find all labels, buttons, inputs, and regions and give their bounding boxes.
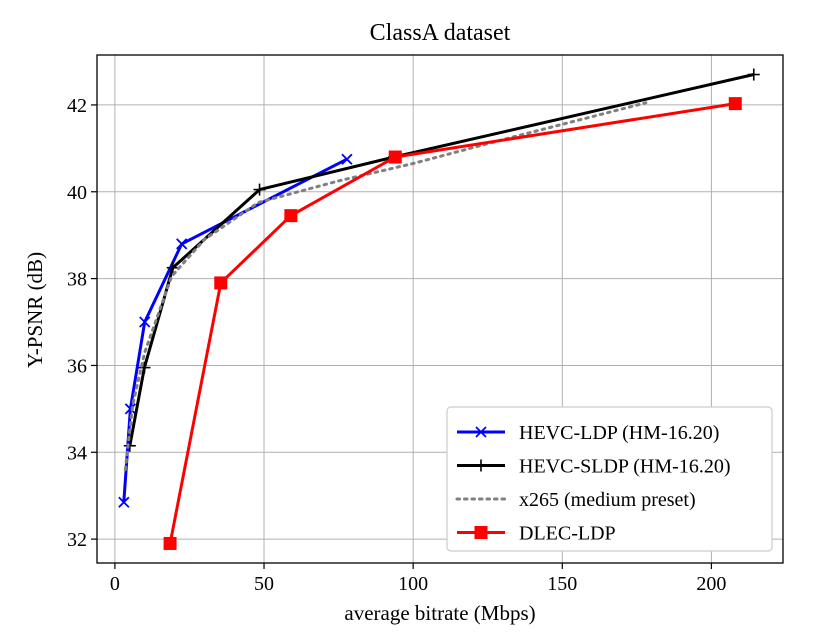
x-marker: [118, 496, 130, 508]
y-tick-label: 42: [67, 95, 87, 117]
square-marker: [474, 526, 488, 539]
plot-series: [118, 68, 760, 550]
series-3: [163, 97, 742, 550]
x-tick-label: 200: [696, 573, 726, 595]
x-axis-label: average bitrate (Mbps): [344, 601, 535, 625]
legend-entry: DLEC-LDP: [457, 523, 616, 545]
legend-entry: HEVC-LDP (HM-16.20): [457, 422, 719, 444]
y-tick-label: 38: [67, 269, 87, 291]
y-tick-label: 32: [67, 529, 87, 551]
plus-marker: [138, 361, 151, 374]
series-line: [123, 101, 648, 472]
legend-label: DLEC-LDP: [519, 523, 616, 545]
y-tick-label: 40: [67, 182, 87, 204]
x-marker: [176, 238, 188, 250]
square-marker: [284, 209, 298, 223]
plot-frame: [96, 54, 784, 564]
chart-title: ClassA dataset: [370, 20, 511, 46]
legend-entry: x265 (medium preset): [455, 489, 696, 511]
x-tick-label: 50: [254, 573, 274, 595]
plus-marker: [747, 68, 760, 81]
legend-label: x265 (medium preset): [519, 489, 696, 511]
x-tick-label: 150: [547, 573, 577, 595]
plus-marker: [475, 459, 487, 472]
legend-label: HEVC-SLDP (HM-16.20): [519, 456, 730, 478]
y-tick-label: 36: [67, 355, 87, 377]
x-tick-label: 100: [398, 573, 428, 595]
series-2: [123, 101, 648, 472]
axis-ticks: 0 50 100 150 200 32 34 36 38 40 42: [67, 95, 726, 595]
grid: [97, 55, 783, 563]
x-tick-label: 0: [110, 573, 120, 595]
series-1: [123, 68, 760, 452]
square-marker: [214, 276, 228, 290]
legend-label: HEVC-LDP (HM-16.20): [519, 422, 719, 444]
x-marker: [124, 403, 137, 415]
legend-entry: HEVC-SLDP (HM-16.20): [457, 456, 730, 478]
square-marker: [388, 150, 402, 164]
legend: HEVC-LDP (HM-16.20) HEVC-SLDP (HM-16.20) x…: [446, 406, 773, 552]
legend-box: [446, 406, 773, 552]
y-axis-label: Y-PSNR (dB): [23, 252, 47, 368]
plus-marker: [253, 183, 266, 196]
square-marker: [163, 536, 177, 550]
plus-marker: [123, 439, 136, 452]
x-marker: [139, 316, 151, 328]
plus-marker: [166, 261, 179, 274]
series-line: [128, 73, 755, 447]
x-marker: [475, 426, 487, 438]
square-marker: [728, 97, 742, 111]
y-tick-label: 34: [67, 442, 87, 464]
x-marker: [341, 153, 353, 165]
